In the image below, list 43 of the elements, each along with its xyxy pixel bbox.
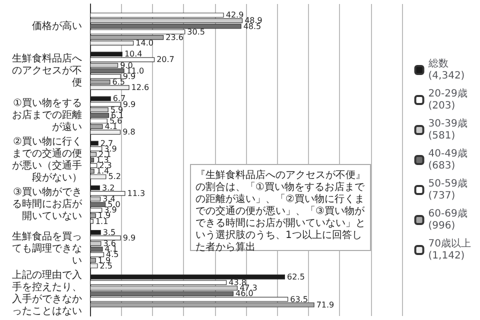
- data-label: 1.3: [96, 156, 109, 164]
- legend-label: 70歳以上 (1,142): [428, 238, 472, 262]
- data-label: 9.8: [122, 128, 136, 137]
- data-label: 71.9: [316, 300, 334, 310]
- data-label: 9.9: [122, 100, 136, 109]
- data-label: 9.0: [120, 60, 133, 70]
- y-tick-label: 価格が高い: [32, 20, 82, 32]
- legend-label: 50-59歳 (737): [428, 178, 468, 202]
- data-label: 10.4: [124, 50, 142, 59]
- legend-label: 40-49歳 (683): [428, 148, 468, 172]
- y-tick-label: ③買い物ができる時間にお店が開いていない: [12, 187, 83, 222]
- y-tick-label: 生鮮食料品店へのアクセスが不便: [12, 52, 82, 88]
- data-label: 5.9: [110, 105, 124, 114]
- data-label: 42.9: [226, 10, 244, 20]
- legend-label: 20-29歳 (203): [428, 88, 468, 112]
- annotation: 『生鮮食料品店へのアクセスが不便』の割合は、「①買い物をするお店までの距離が遠い」、「②買い物に行くまでの交通の便が悪い」、「③買い物ができる時間にお店が開いていない」という選択肢のうち、1つ以上に回答した者から算出: [196, 169, 366, 253]
- data-label: 62.5: [287, 272, 305, 282]
- data-label: 46.0: [236, 289, 254, 298]
- data-label: 63.5: [290, 294, 308, 304]
- data-label: 3.4: [102, 194, 116, 204]
- y-tick-label: ②買い物に行くまでの交通の便が悪い（交通手段がない）: [12, 136, 82, 184]
- data-label: 5.2: [108, 172, 121, 182]
- data-label: 23.6: [166, 32, 184, 42]
- data-label: 3.9: [104, 144, 117, 154]
- y-tick-label: ①買い物をするお店までの距離が遠い: [12, 98, 82, 133]
- data-label: 48.5: [243, 22, 262, 31]
- data-label: 3.5: [102, 228, 116, 237]
- data-label: 9.9: [122, 233, 136, 242]
- y-tick-label: 生鮮食品を買っても調理できない: [12, 230, 82, 267]
- data-label: 4.1: [104, 122, 118, 132]
- legend-label: 60-69歳 (996): [428, 208, 468, 232]
- data-label: 3.2: [102, 183, 115, 192]
- data-label: 12.6: [131, 83, 150, 92]
- data-label: 30.5: [187, 27, 205, 36]
- y-tick-label: 上記の理由で入手を控えたり、入手ができなかったことはない: [12, 269, 82, 318]
- data-label: 6.5: [112, 78, 126, 87]
- data-label: 20.7: [156, 55, 174, 64]
- data-label: 11.3: [127, 188, 146, 198]
- legend-label: 総数 (4,342): [427, 58, 465, 82]
- data-label: 14.0: [136, 38, 154, 48]
- data-label: 1.1: [95, 216, 108, 226]
- legend-label: 30-39歳 (581): [428, 118, 468, 142]
- data-label: 1.4: [96, 166, 110, 176]
